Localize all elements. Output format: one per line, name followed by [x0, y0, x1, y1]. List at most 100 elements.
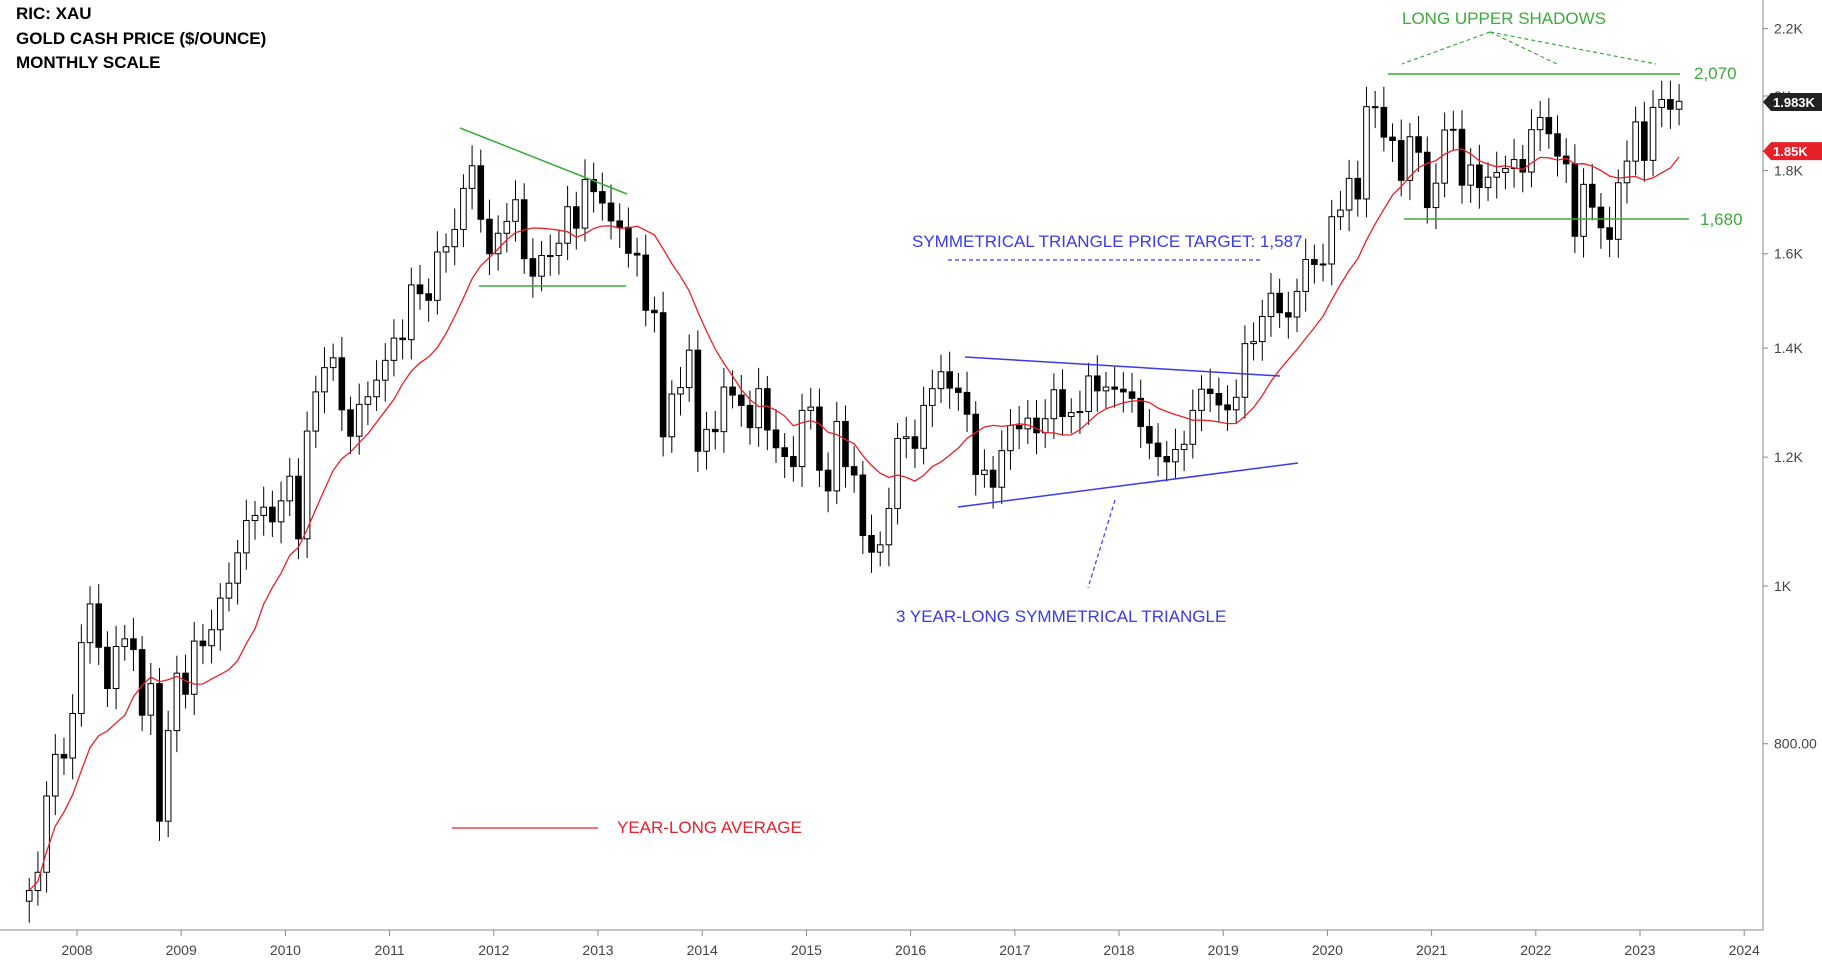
candle-up [1510, 159, 1518, 170]
candle-up [1250, 341, 1257, 345]
y-tick-label: 1.4K [1774, 340, 1803, 356]
ma-price-tag-bg [1763, 142, 1822, 161]
candle-up [1450, 128, 1457, 131]
candle-down [416, 284, 424, 295]
candle-down [60, 753, 68, 759]
candle-up [468, 165, 476, 189]
candle-down [399, 337, 406, 341]
candle-up [373, 379, 380, 398]
candle-up [1076, 410, 1084, 414]
candle-down [599, 191, 606, 204]
candle-up [225, 582, 233, 599]
candle-up [1484, 176, 1492, 189]
candle-down [859, 474, 867, 537]
candle-up [798, 409, 806, 468]
candle-up [1441, 129, 1448, 184]
candle-up [312, 391, 320, 432]
candle-up [581, 179, 589, 229]
legend: YEAR-LONG AVERAGE [452, 818, 802, 837]
candle-up [1198, 388, 1205, 411]
candle-down [338, 357, 346, 411]
candle-down [1224, 404, 1231, 411]
candle-down [1163, 456, 1171, 463]
candle-up [208, 629, 215, 647]
candle-up [833, 421, 841, 492]
candle-down [1215, 392, 1223, 406]
chart-title-instrument: GOLD CASH PRICE ($/OUNCE) [16, 29, 267, 48]
candle-up [1406, 136, 1414, 181]
candle-up [546, 255, 554, 258]
support-label: 1,680 [1700, 210, 1743, 229]
candle-up [720, 386, 728, 433]
candle-up [929, 388, 936, 406]
candle-up [164, 730, 172, 822]
shadow-pointer-right [1489, 31, 1657, 65]
candle-down [946, 371, 953, 389]
candle-up [78, 642, 85, 714]
x-tick-label: 2013 [582, 942, 613, 958]
candle-up [1172, 448, 1179, 463]
candle-up [668, 393, 676, 438]
candle-up [190, 640, 198, 695]
candlestick-series [25, 80, 1683, 923]
candle-up [902, 436, 910, 440]
candle-up [1232, 396, 1240, 411]
candle-up [277, 500, 285, 523]
candle-up [1041, 418, 1049, 434]
candle-up [173, 672, 181, 732]
legend-ma-label: YEAR-LONG AVERAGE [617, 818, 802, 837]
candle-up [677, 387, 684, 395]
candle-up [1614, 182, 1622, 240]
candle-up [981, 469, 988, 475]
candle-down [963, 391, 971, 415]
candle-down [868, 535, 875, 553]
x-tick-label: 2017 [999, 942, 1030, 958]
x-tick-label: 2009 [166, 942, 197, 958]
ma-price-tag: 1.85K [1763, 142, 1822, 161]
candle-up [112, 645, 120, 690]
candle-down [737, 394, 745, 406]
candle-down [651, 309, 658, 314]
candle-down [842, 421, 849, 468]
candle-down [1519, 159, 1527, 173]
candle-up [885, 507, 893, 546]
candle-up [434, 251, 441, 301]
triangle-pointer [1087, 499, 1116, 589]
y-tick-label: 2.2K [1774, 21, 1803, 37]
candle-up [390, 337, 398, 361]
candle-down [711, 428, 719, 433]
x-tick-label: 2021 [1416, 942, 1447, 958]
x-tick-label: 2016 [895, 942, 926, 958]
candle-down [269, 506, 276, 523]
candle-down [1311, 259, 1318, 265]
moving-average-line [28, 148, 1680, 891]
candle-down [182, 672, 189, 695]
candle-down [425, 293, 432, 301]
candle-up [355, 403, 363, 437]
candle-up [1085, 375, 1092, 412]
candle-up [243, 520, 250, 554]
y-tick-label: 1K [1774, 578, 1792, 594]
candle-up [876, 544, 884, 553]
candle-up [1536, 117, 1544, 131]
candle-down [1276, 292, 1283, 314]
x-tick-label: 2008 [61, 942, 92, 958]
candle-up [321, 367, 328, 393]
candle-up [364, 396, 372, 405]
candle-up [86, 603, 94, 644]
candle-up [460, 187, 467, 230]
last-price-tag-bg [1763, 93, 1822, 112]
candle-up [703, 428, 710, 452]
candle-down [1380, 106, 1388, 138]
candle-down [989, 469, 997, 488]
candle-down [156, 683, 163, 822]
candle-up [1493, 171, 1501, 178]
candle-down [529, 258, 537, 277]
x-tick-label: 2018 [1103, 942, 1134, 958]
last-price-tag: 1.983K [1763, 93, 1822, 112]
candle-up [1623, 160, 1631, 184]
candle-down [659, 312, 667, 438]
candle-down [816, 406, 823, 471]
